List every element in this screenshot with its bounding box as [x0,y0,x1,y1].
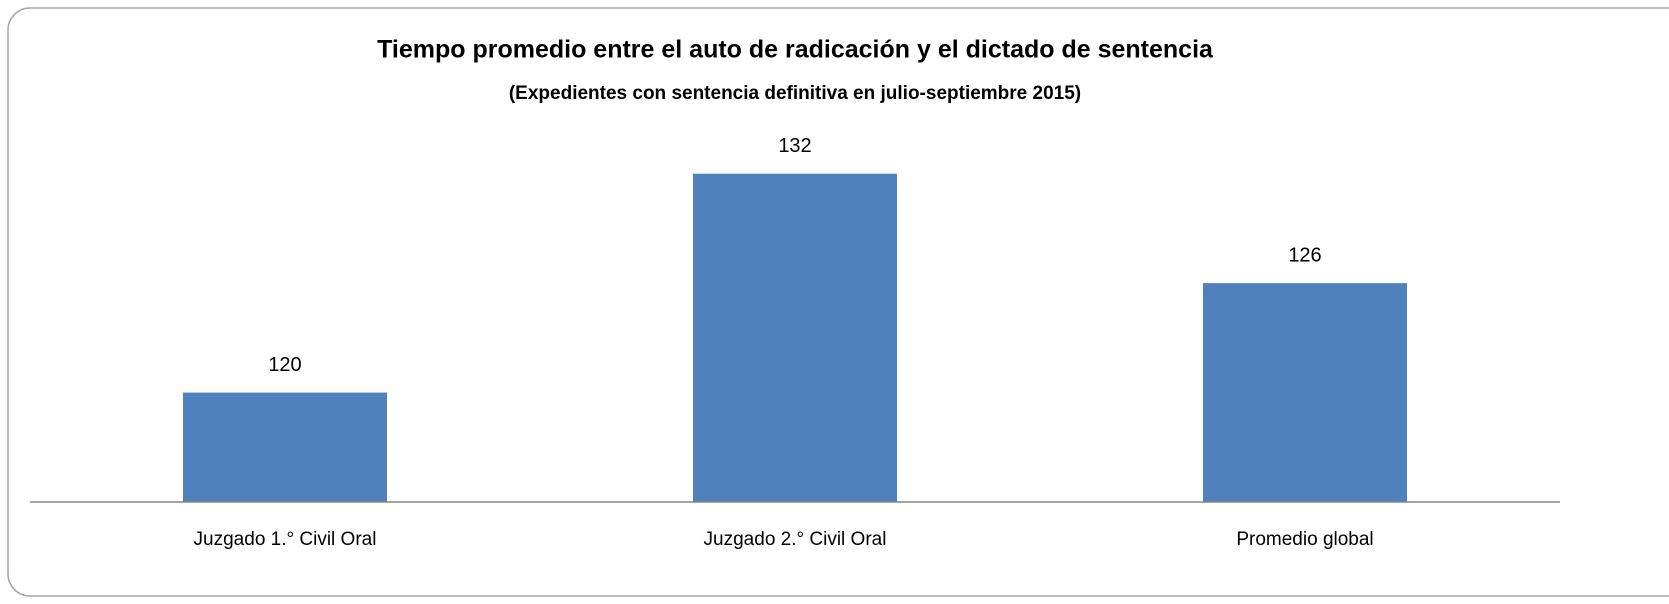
data-label: 132 [778,135,811,157]
x-tick-label: Juzgado 2.° Civil Oral [704,529,887,550]
bar [183,392,387,502]
chart-title: Tiempo promedio entre el auto de radicac… [377,36,1214,64]
x-tick-label: Juzgado 1.° Civil Oral [194,529,377,550]
data-label: 120 [268,354,301,376]
chart-subtitle: (Expedientes con sentencia definitiva en… [509,83,1081,104]
bar [693,173,897,502]
data-label: 126 [1288,244,1321,266]
bar [1203,283,1407,502]
x-tick-label: Promedio global [1236,529,1373,550]
